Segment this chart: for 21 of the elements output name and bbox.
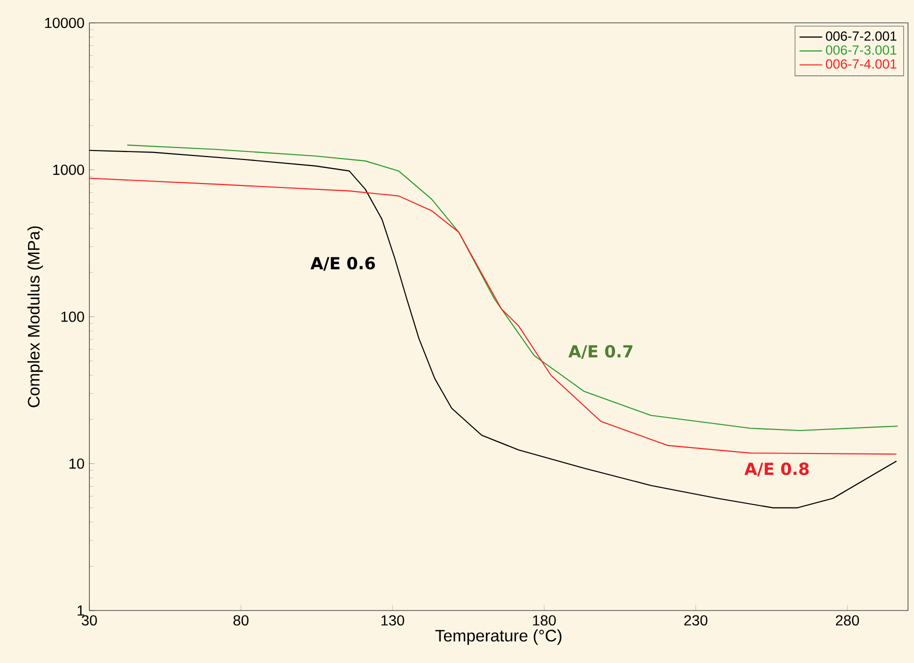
annotation: A/E 0.6 — [310, 256, 375, 271]
legend-label: 006-7-4.001 — [826, 59, 896, 69]
x-tick-label: 280 — [836, 615, 859, 626]
legend-label: 006-7-2.001 — [826, 31, 896, 41]
x-axis-title: Temperature (°C) — [435, 629, 562, 645]
x-tick-label: 230 — [684, 615, 708, 626]
annotation: A/E 0.7 — [568, 344, 632, 359]
y-axis-title: Complex Modulus (MPa) — [27, 226, 43, 408]
x-tick-label: 130 — [381, 615, 404, 626]
y-tick-label: 1 — [78, 605, 84, 616]
x-tick-label: 80 — [233, 615, 248, 626]
x-tick-label: 30 — [82, 615, 97, 626]
x-tick-label: 180 — [533, 615, 556, 626]
line-series — [89, 178, 898, 455]
y-tick-label: 10000 — [45, 18, 84, 28]
y-tick-label: 100 — [61, 311, 84, 322]
line-series — [126, 144, 898, 431]
y-tick-label: 10 — [70, 458, 84, 469]
legend-label: 006-7-3.001 — [826, 45, 896, 55]
annotation: A/E 0.8 — [744, 462, 809, 476]
y-tick-label: 1000 — [53, 164, 84, 175]
